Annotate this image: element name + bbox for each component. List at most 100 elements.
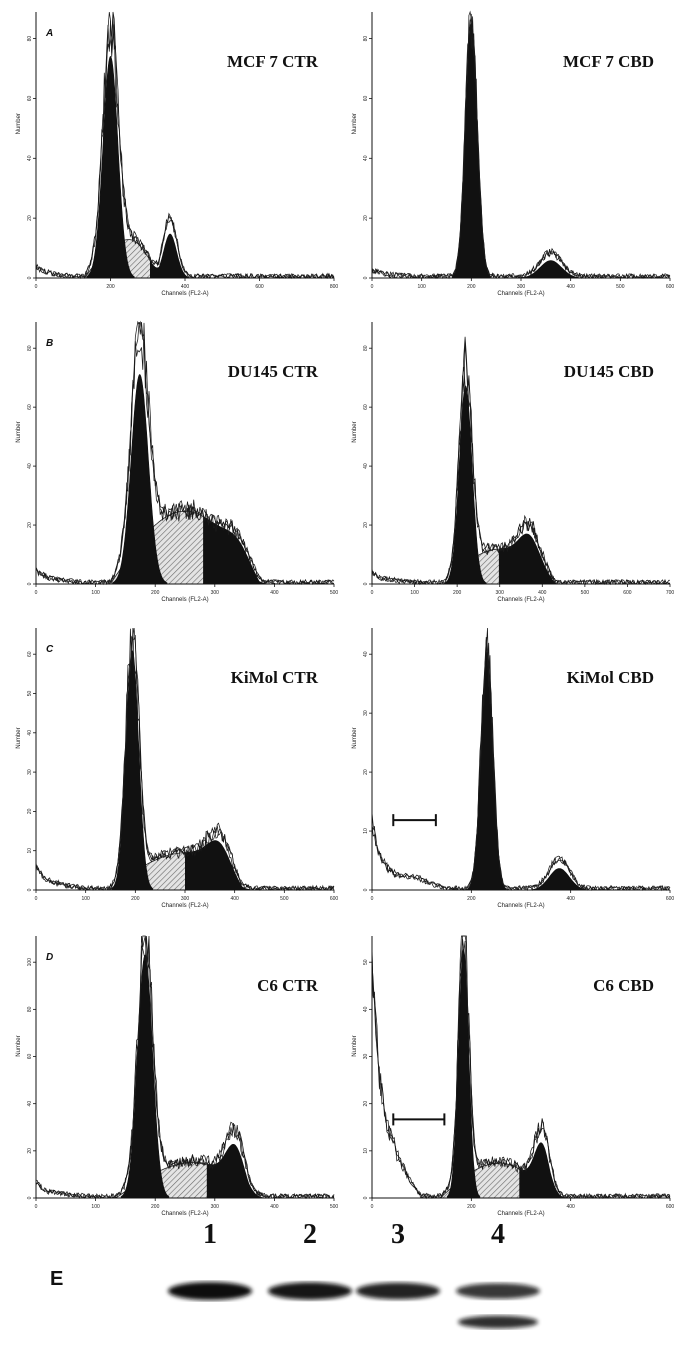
x-tick-label: 600 — [666, 896, 675, 902]
x-tick-label: 300 — [181, 896, 190, 902]
y-tick-label: 10 — [363, 828, 369, 834]
lane-labels: 1 2 3 4 — [203, 1219, 505, 1250]
y-tick-label: 0 — [27, 1196, 33, 1199]
y-tick-label: 60 — [363, 95, 369, 101]
y-tick-label: 80 — [27, 1006, 33, 1012]
panel-title: MCF 7 CBD — [563, 52, 654, 71]
y-tick-label: 20 — [363, 769, 369, 775]
x-tick-label: 200 — [467, 284, 476, 290]
x-tick-label: 200 — [151, 1204, 160, 1210]
x-tick-label: 600 — [623, 590, 632, 596]
x-tick-label: 400 — [181, 284, 190, 290]
y-tick-label: 40 — [363, 1006, 369, 1012]
y-tick-label: 0 — [363, 582, 369, 585]
blot-band-upper — [268, 1282, 352, 1300]
y-tick-label: 40 — [27, 1101, 33, 1107]
g1-peak-fill — [120, 954, 170, 1199]
y-tick-label: 40 — [27, 730, 33, 736]
y-axis-label: Number — [16, 727, 22, 748]
x-tick-label: 200 — [467, 896, 476, 902]
panel-letter: C — [46, 644, 54, 655]
g2-peak-fill — [203, 516, 274, 584]
y-axis-label: Number — [16, 113, 22, 134]
histogram-8: 0 200 400 600 0 10 20 30 40 50 Channels (FL2-A) Num… — [352, 935, 675, 1217]
panel-letter: A — [45, 28, 53, 39]
y-tick-label: 40 — [363, 651, 369, 657]
lane-label-3: 3 — [391, 1219, 405, 1250]
x-tick-label: 300 — [211, 590, 220, 596]
x-tick-label: 200 — [151, 590, 160, 596]
panel-title: DU145 CBD — [564, 362, 654, 381]
x-axis-label: Channels (FL2-A) — [161, 903, 208, 909]
x-tick-label: 0 — [35, 1204, 38, 1210]
x-tick-label: 0 — [371, 590, 374, 596]
x-tick-label: 500 — [330, 1204, 339, 1210]
y-tick-label: 60 — [27, 404, 33, 410]
x-tick-label: 400 — [566, 284, 575, 290]
y-tick-label: 80 — [27, 36, 33, 42]
x-tick-label: 600 — [255, 284, 264, 290]
x-tick-label: 600 — [330, 896, 339, 902]
g2-peak-fill — [528, 868, 590, 890]
blot-band-upper — [456, 1283, 540, 1299]
x-tick-label: 0 — [35, 896, 38, 902]
x-tick-label: 800 — [330, 284, 339, 290]
blot-band-lower — [458, 1315, 538, 1329]
x-tick-label: 200 — [467, 1204, 476, 1210]
x-tick-label: 100 — [81, 896, 90, 902]
g2-peak-fill — [150, 233, 191, 278]
y-tick-label: 20 — [27, 522, 33, 528]
y-axis-label: Number — [16, 1035, 22, 1056]
y-tick-label: 50 — [27, 691, 33, 697]
y-tick-label: 100 — [27, 958, 33, 967]
g1-peak-fill — [111, 649, 154, 891]
histogram-2: 0 100 200 300 400 500 600 0 20 40 60 80 Channels (FL… — [352, 10, 674, 297]
x-tick-label: 0 — [371, 284, 374, 290]
g1-peak-fill — [444, 385, 487, 585]
x-axis-label: Channels (FL2-A) — [161, 1211, 208, 1217]
x-tick-label: 100 — [91, 1204, 100, 1210]
x-tick-label: 400 — [566, 1204, 575, 1210]
x-tick-label: 0 — [371, 896, 374, 902]
x-axis-label: Channels (FL2-A) — [161, 291, 208, 297]
x-tick-label: 400 — [538, 590, 547, 596]
panel-title: MCF 7 CTR — [227, 52, 319, 71]
y-tick-label: 60 — [27, 95, 33, 101]
y-tick-label: 10 — [363, 1148, 369, 1154]
x-tick-label: 0 — [35, 590, 38, 596]
y-tick-label: 20 — [363, 215, 369, 221]
y-tick-label: 60 — [27, 1054, 33, 1060]
histogram-3: 0 100 200 300 400 500 0 20 40 60 80 Channels (FL2-A… — [16, 320, 339, 603]
lane-label-1: 1 — [203, 1219, 217, 1250]
y-tick-label: 40 — [27, 155, 33, 161]
y-tick-label: 20 — [363, 522, 369, 528]
panel-letter: D — [46, 952, 53, 963]
y-tick-label: 80 — [363, 36, 369, 42]
histogram-trace — [35, 935, 335, 1200]
x-tick-label: 500 — [330, 590, 339, 596]
histogram-6: 0 200 400 600 0 10 20 30 40 Channels (FL2-A) Numbe… — [352, 627, 675, 909]
x-tick-label: 400 — [230, 896, 239, 902]
y-tick-label: 20 — [363, 1101, 369, 1107]
x-axis-label: Channels (FL2-A) — [161, 597, 208, 603]
x-tick-label: 300 — [211, 1204, 220, 1210]
y-axis-label: Number — [352, 113, 358, 134]
histogram-trace — [35, 634, 335, 891]
x-tick-label: 400 — [270, 590, 279, 596]
y-tick-label: 60 — [363, 404, 369, 410]
lane-label-2: 2 — [303, 1219, 317, 1250]
x-tick-label: 600 — [666, 1204, 675, 1210]
x-tick-label: 100 — [91, 590, 100, 596]
panel-letter: B — [46, 338, 53, 349]
x-axis-label: Channels (FL2-A) — [497, 1211, 544, 1217]
y-tick-label: 0 — [363, 1196, 369, 1199]
y-axis-label: Number — [352, 727, 358, 748]
histogram-4: 0 100 200 300 400 500 600 700 0 20 40 60 80 Channels … — [352, 322, 674, 603]
g2-peak-fill — [185, 840, 254, 890]
panel-title: KiMol CTR — [231, 668, 319, 687]
g1-peak-fill — [467, 650, 507, 891]
y-axis-label: Number — [352, 1035, 358, 1056]
x-tick-label: 0 — [35, 284, 38, 290]
g2-peak-fill — [206, 1144, 265, 1198]
